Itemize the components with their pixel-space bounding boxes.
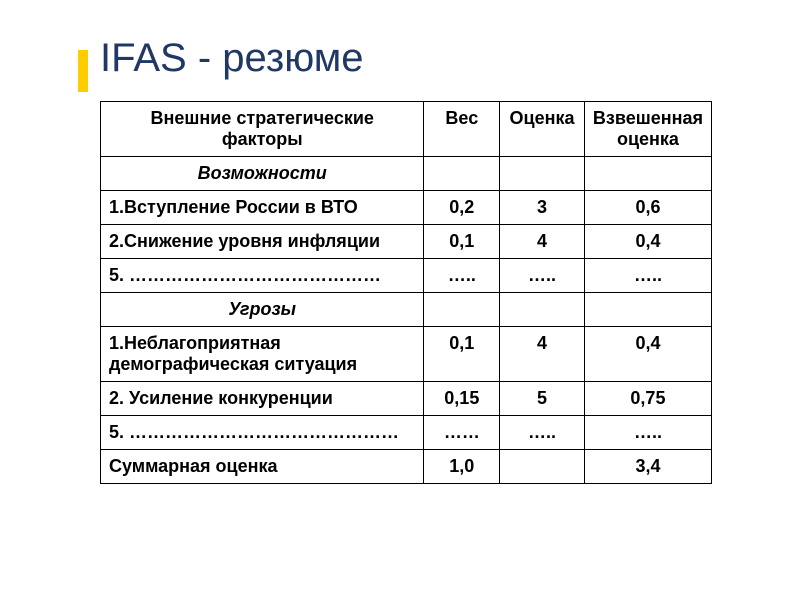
accent-bar [78, 50, 88, 92]
section-label: Возможности [101, 157, 424, 191]
weight-cell: 0,1 [424, 327, 500, 382]
summary-weight: 1,0 [424, 450, 500, 484]
summary-score [500, 450, 585, 484]
factor-cell: 1.Вступление России в ВТО [101, 191, 424, 225]
score-cell: ….. [500, 416, 585, 450]
slide-title: IFAS - резюме [100, 36, 740, 81]
table-row: 1.Вступление России в ВТО 0,2 3 0,6 [101, 191, 712, 225]
weighted-cell: 0,6 [584, 191, 711, 225]
empty-cell [500, 157, 585, 191]
factor-cell: 1.Неблагоприятная демографическая ситуац… [101, 327, 424, 382]
header-factor: Внешние стратегические факторы [101, 102, 424, 157]
factor-cell: 5. ……………………………………… [101, 416, 424, 450]
weight-cell: …… [424, 416, 500, 450]
table-row: 2.Снижение уровня инфляции 0,1 4 0,4 [101, 225, 712, 259]
score-cell: 3 [500, 191, 585, 225]
summary-label: Суммарная оценка [101, 450, 424, 484]
table-row: 1.Неблагоприятная демографическая ситуац… [101, 327, 712, 382]
weighted-cell: 0,4 [584, 327, 711, 382]
factor-cell: 2.Снижение уровня инфляции [101, 225, 424, 259]
weighted-cell: 0,75 [584, 382, 711, 416]
empty-cell [424, 157, 500, 191]
empty-cell [424, 293, 500, 327]
section-label: Угрозы [101, 293, 424, 327]
empty-cell [584, 157, 711, 191]
weighted-cell: ….. [584, 259, 711, 293]
header-weighted: Взвешенная оценка [584, 102, 711, 157]
table-header-row: Внешние стратегические факторы Вес Оценк… [101, 102, 712, 157]
weight-cell: 0,1 [424, 225, 500, 259]
factor-cell: 2. Усиление конкуренции [101, 382, 424, 416]
summary-row: Суммарная оценка 1,0 3,4 [101, 450, 712, 484]
ifas-table: Внешние стратегические факторы Вес Оценк… [100, 101, 712, 484]
weight-cell: 0,15 [424, 382, 500, 416]
section-row-threats: Угрозы [101, 293, 712, 327]
score-cell: 5 [500, 382, 585, 416]
weight-cell: ….. [424, 259, 500, 293]
header-score: Оценка [500, 102, 585, 157]
weighted-cell: 0,4 [584, 225, 711, 259]
table-row: 5. ……………………………………… …… ….. ….. [101, 416, 712, 450]
score-cell: 4 [500, 327, 585, 382]
weighted-cell: ….. [584, 416, 711, 450]
table-row: 5. …………………………………… ….. ….. ….. [101, 259, 712, 293]
score-cell: ….. [500, 259, 585, 293]
section-row-opportunities: Возможности [101, 157, 712, 191]
table-row: 2. Усиление конкуренции 0,15 5 0,75 [101, 382, 712, 416]
summary-weighted: 3,4 [584, 450, 711, 484]
empty-cell [500, 293, 585, 327]
empty-cell [584, 293, 711, 327]
slide: IFAS - резюме Внешние стратегические фак… [0, 0, 800, 600]
header-weight: Вес [424, 102, 500, 157]
factor-cell: 5. …………………………………… [101, 259, 424, 293]
weight-cell: 0,2 [424, 191, 500, 225]
score-cell: 4 [500, 225, 585, 259]
